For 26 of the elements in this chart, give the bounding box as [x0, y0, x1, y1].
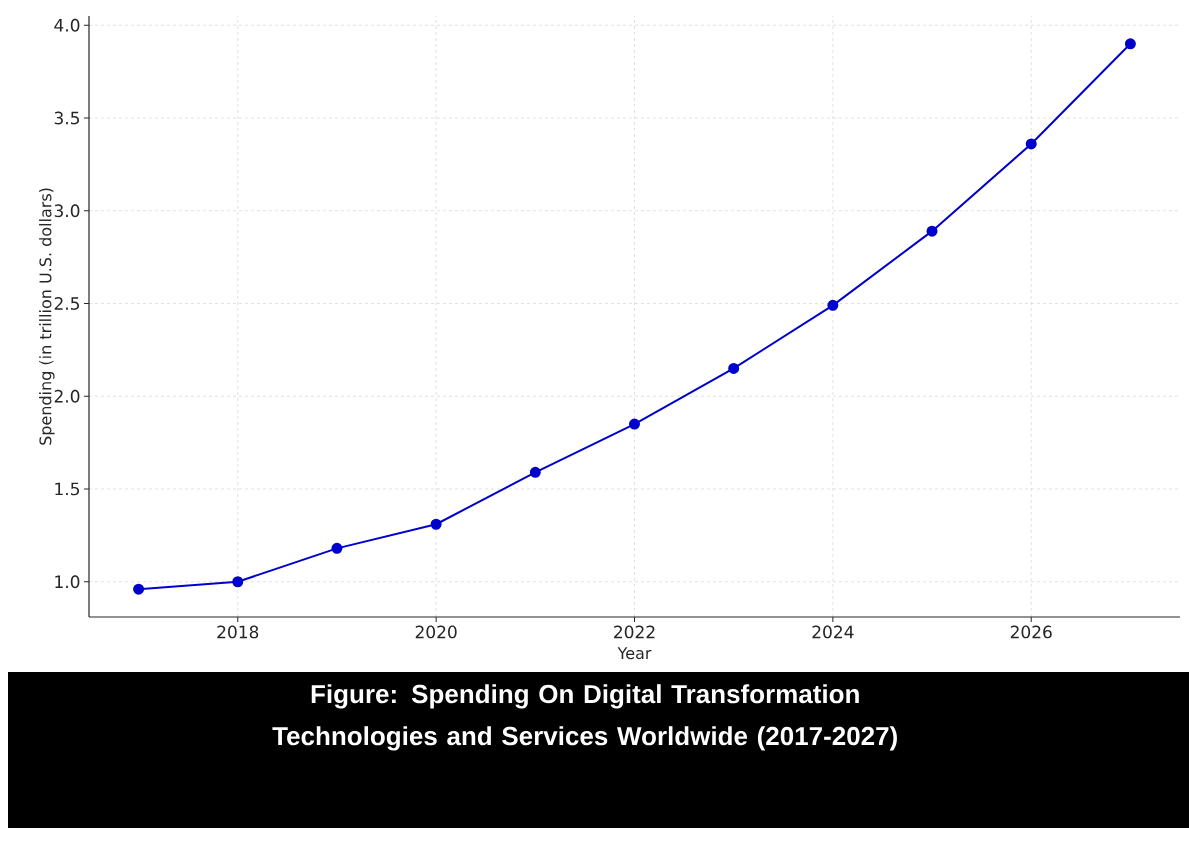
point: [430, 518, 442, 530]
point: [331, 542, 343, 554]
x-tick-label: 2024: [812, 625, 854, 639]
point: [1025, 138, 1037, 150]
point: [529, 466, 541, 478]
y-tick-label: 3.5: [54, 111, 80, 125]
point: [926, 225, 938, 237]
y-tick-label: 1.5: [55, 482, 80, 496]
y-tick-label: 4.0: [54, 18, 80, 32]
x-tick-label: 2018: [217, 625, 259, 639]
point: [232, 576, 244, 588]
x-tick-label: 2026: [1010, 625, 1052, 639]
point: [728, 362, 740, 374]
x-tick-label: 2020: [415, 625, 457, 639]
point: [629, 418, 640, 430]
y-tick-label: 1.0: [55, 575, 80, 589]
y-axis-title: Spending (in trillion U.S. dollars): [39, 188, 55, 445]
x-tick-label: 2022: [614, 625, 655, 639]
point: [1124, 38, 1136, 50]
text: Figure: Spending On Digital Transformation Technologies and Services Worldwide (2017-2027): [272, 684, 897, 751]
y-tick-label: 2.5: [54, 297, 80, 310]
point: [827, 299, 839, 311]
y-tick-label: 3.0: [54, 204, 80, 218]
point: [133, 583, 145, 595]
x-axis-title: Year: [617, 647, 652, 660]
y-tick-label: 2.0: [54, 389, 80, 403]
